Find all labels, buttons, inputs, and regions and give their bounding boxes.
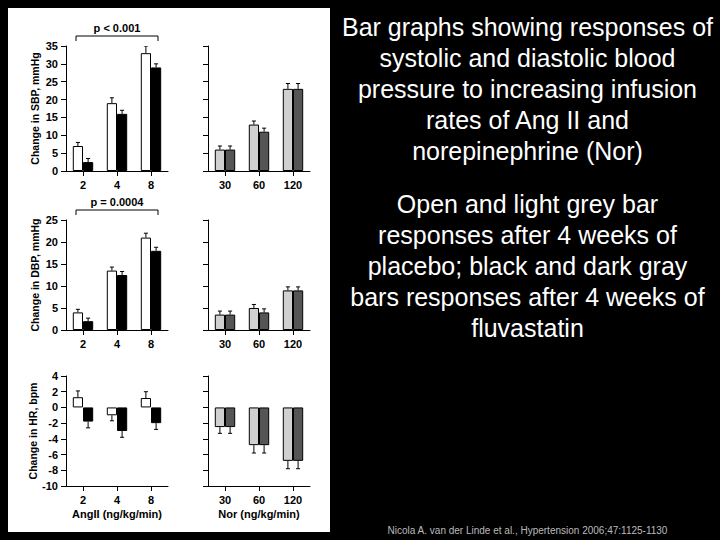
svg-text:2: 2 — [80, 179, 86, 191]
svg-text:10: 10 — [46, 129, 58, 141]
svg-text:120: 120 — [284, 338, 302, 350]
svg-text:5: 5 — [52, 147, 58, 159]
svg-text:Change in HR, bpm: Change in HR, bpm — [27, 383, 39, 480]
svg-text:4: 4 — [114, 179, 121, 191]
svg-text:15: 15 — [46, 111, 58, 123]
svg-text:0: 0 — [52, 165, 58, 177]
svg-text:p = 0.0004: p = 0.0004 — [91, 196, 145, 208]
svg-text:35: 35 — [46, 40, 58, 52]
svg-text:25: 25 — [46, 214, 58, 226]
svg-text:Nor (ng/kg/min): Nor (ng/kg/min) — [218, 508, 300, 520]
svg-text:Change in SBP, mmHg: Change in SBP, mmHg — [29, 52, 41, 164]
svg-text:-10: -10 — [42, 480, 58, 492]
svg-text:8: 8 — [148, 338, 154, 350]
svg-text:60: 60 — [253, 179, 265, 191]
svg-text:AngII (ng/kg/min): AngII (ng/kg/min) — [72, 508, 162, 520]
svg-text:120: 120 — [284, 494, 302, 506]
svg-text:4: 4 — [52, 370, 59, 382]
svg-text:0: 0 — [52, 324, 58, 336]
svg-text:5: 5 — [52, 302, 58, 314]
svg-text:15: 15 — [46, 258, 58, 270]
svg-text:2: 2 — [52, 386, 58, 398]
svg-text:30: 30 — [219, 179, 231, 191]
svg-text:p < 0.001: p < 0.001 — [94, 22, 141, 34]
svg-text:2: 2 — [80, 494, 86, 506]
svg-text:30: 30 — [219, 494, 231, 506]
svg-text:Change in DBP, mmHg: Change in DBP, mmHg — [29, 219, 41, 332]
svg-text:8: 8 — [148, 494, 154, 506]
svg-text:10: 10 — [46, 280, 58, 292]
svg-text:-2: -2 — [48, 417, 58, 429]
svg-text:120: 120 — [284, 179, 302, 191]
svg-text:0: 0 — [52, 401, 58, 413]
svg-text:30: 30 — [219, 338, 231, 350]
svg-text:-4: -4 — [48, 433, 59, 445]
svg-text:60: 60 — [253, 338, 265, 350]
svg-text:25: 25 — [46, 76, 58, 88]
html-text:Bar graphs showing responses o: Bar graphs showing responses of systolic… — [342, 13, 713, 165]
svg-text:60: 60 — [253, 494, 265, 506]
svg-text:2: 2 — [80, 338, 86, 350]
svg-text:20: 20 — [46, 236, 58, 248]
svg-text:-6: -6 — [48, 449, 58, 461]
svg-text:-8: -8 — [48, 464, 58, 476]
svg-text:4: 4 — [114, 494, 121, 506]
svg-text:30: 30 — [46, 58, 58, 70]
svg-text:20: 20 — [46, 94, 58, 106]
svg-text:4: 4 — [114, 338, 121, 350]
html-text:Open and light grey bar respon: Open and light grey bar responses after … — [350, 190, 705, 342]
html-text:Nicola A. van der Linde et al.: Nicola A. van der Linde et al., Hyperten… — [387, 525, 668, 536]
svg-text:8: 8 — [148, 179, 154, 191]
